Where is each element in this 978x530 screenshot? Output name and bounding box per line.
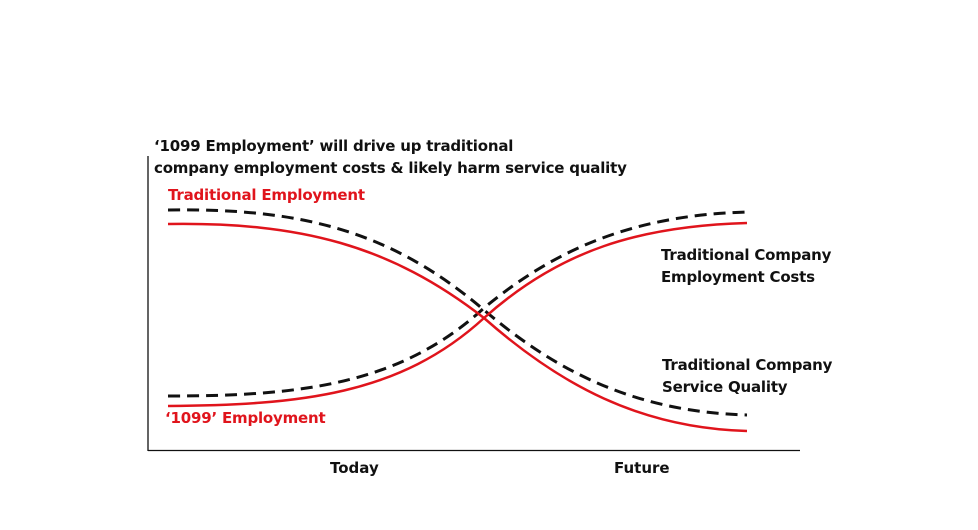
label-employment-costs: Traditional Company Employment Costs — [661, 244, 831, 288]
chart-title: ‘1099 Employment’ will drive up traditio… — [154, 135, 627, 179]
chart-title-line-2: company employment costs & likely harm s… — [154, 159, 627, 177]
employment-costs-curve — [167, 210, 748, 398]
label-1099-employment: ‘1099’ Employment — [165, 409, 326, 427]
label-employment-costs-line-1: Traditional Company — [661, 246, 832, 264]
label-service-quality-line-1: Traditional Company — [662, 356, 833, 374]
chart-title-line-1: ‘1099 Employment’ will drive up traditio… — [154, 137, 514, 155]
x-tick-future: Future — [614, 459, 670, 477]
service-quality-curve — [167, 208, 748, 417]
employment-1099-curve — [167, 221, 748, 408]
x-tick-today: Today — [330, 459, 379, 477]
label-employment-costs-line-2: Employment Costs — [661, 268, 815, 286]
label-service-quality-line-2: Service Quality — [662, 378, 788, 396]
label-service-quality: Traditional Company Service Quality — [662, 354, 832, 398]
label-traditional-employment: Traditional Employment — [168, 186, 365, 204]
